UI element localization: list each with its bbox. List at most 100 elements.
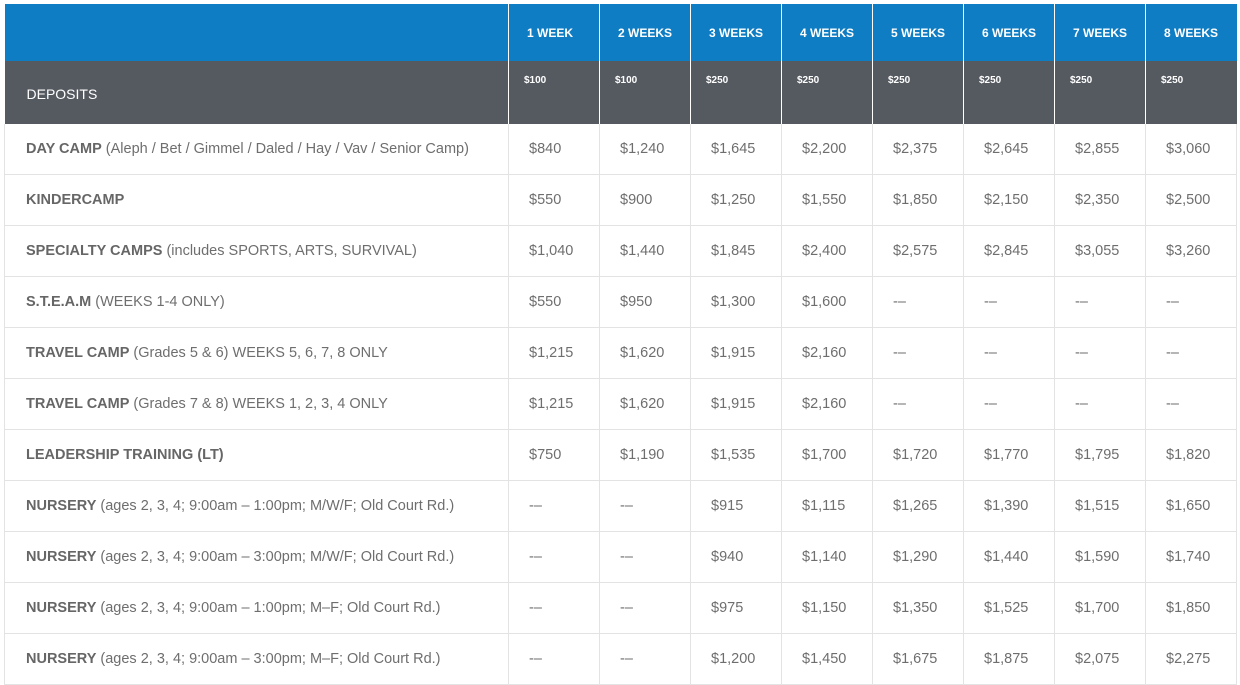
program-cell: NURSERY (ages 2, 3, 4; 9:00am – 1:00pm; … bbox=[4, 582, 509, 634]
header-col-7-weeks: 7 WEEKS bbox=[1054, 4, 1146, 61]
program-description: (includes SPORTS, ARTS, SURVIVAL) bbox=[162, 243, 417, 259]
price-cell: $1,770 bbox=[963, 429, 1055, 481]
price-cell: $1,620 bbox=[599, 327, 691, 379]
price-cell: -– bbox=[872, 276, 964, 328]
price-cell: $2,350 bbox=[1054, 174, 1146, 226]
program-cell: NURSERY (ages 2, 3, 4; 9:00am – 3:00pm; … bbox=[4, 633, 509, 685]
price-cell: $1,700 bbox=[1054, 582, 1146, 634]
program-description: (WEEKS 1-4 ONLY) bbox=[91, 294, 225, 310]
deposit-value: $250 bbox=[872, 61, 964, 124]
price-cell: $1,620 bbox=[599, 378, 691, 430]
price-cell: $1,875 bbox=[963, 633, 1055, 685]
header-col-1-week: 1 WEEK bbox=[508, 4, 600, 61]
program-description: (Grades 7 & 8) WEEKS 1, 2, 3, 4 ONLY bbox=[129, 396, 388, 412]
price-cell: $550 bbox=[508, 174, 600, 226]
price-cell: $900 bbox=[599, 174, 691, 226]
deposit-value: $100 bbox=[508, 61, 600, 124]
program-description: (ages 2, 3, 4; 9:00am – 3:00pm; M–F; Old… bbox=[96, 651, 441, 667]
header-col-2-weeks: 2 WEEKS bbox=[599, 4, 691, 61]
table-row: S.T.E.A.M (WEEKS 1-4 ONLY) $550 $950 $1,300… bbox=[4, 276, 1237, 328]
price-cell: $840 bbox=[508, 124, 600, 175]
deposit-value: $250 bbox=[781, 61, 873, 124]
price-cell: $1,300 bbox=[690, 276, 782, 328]
header-col-8-weeks: 8 WEEKS bbox=[1145, 4, 1237, 61]
price-cell: -– bbox=[1145, 378, 1237, 430]
price-cell: $1,450 bbox=[781, 633, 873, 685]
price-cell: -– bbox=[599, 480, 691, 532]
price-cell: $1,600 bbox=[781, 276, 873, 328]
price-cell: $3,055 bbox=[1054, 225, 1146, 277]
price-cell: $2,160 bbox=[781, 378, 873, 430]
deposit-value: $250 bbox=[690, 61, 782, 124]
header-corner-cell bbox=[4, 4, 509, 61]
price-cell: $2,160 bbox=[781, 327, 873, 379]
table-row: TRAVEL CAMP (Grades 5 & 6) WEEKS 5, 6, 7… bbox=[4, 327, 1237, 379]
price-cell: $1,200 bbox=[690, 633, 782, 685]
program-cell: LEADERSHIP TRAINING (LT) bbox=[4, 429, 509, 481]
price-cell: -– bbox=[872, 378, 964, 430]
price-cell: $1,215 bbox=[508, 327, 600, 379]
price-cell: -– bbox=[963, 327, 1055, 379]
price-cell: $1,700 bbox=[781, 429, 873, 481]
program-name: KINDERCAMP bbox=[26, 192, 125, 208]
program-description: (Grades 5 & 6) WEEKS 5, 6, 7, 8 ONLY bbox=[129, 345, 388, 361]
program-cell: SPECIALTY CAMPS (includes SPORTS, ARTS, … bbox=[4, 225, 509, 277]
deposits-row: DEPOSITS $100 $100 $250 $250 $250 $250 $… bbox=[4, 61, 1237, 124]
price-cell: $1,720 bbox=[872, 429, 964, 481]
program-cell: KINDERCAMP bbox=[4, 174, 509, 226]
program-description: (ages 2, 3, 4; 9:00am – 1:00pm; M–F; Old… bbox=[96, 600, 441, 616]
deposit-value: $250 bbox=[1054, 61, 1146, 124]
program-name: NURSERY bbox=[26, 498, 97, 514]
price-cell: $950 bbox=[599, 276, 691, 328]
price-cell: $1,265 bbox=[872, 480, 964, 532]
price-cell: $2,500 bbox=[1145, 174, 1237, 226]
price-cell: -– bbox=[508, 633, 600, 685]
deposit-value: $250 bbox=[1145, 61, 1237, 124]
program-cell: TRAVEL CAMP (Grades 5 & 6) WEEKS 5, 6, 7… bbox=[4, 327, 509, 379]
price-cell: $1,440 bbox=[963, 531, 1055, 583]
price-cell: $1,845 bbox=[690, 225, 782, 277]
price-cell: $1,390 bbox=[963, 480, 1055, 532]
price-cell: $2,400 bbox=[781, 225, 873, 277]
price-cell: $1,350 bbox=[872, 582, 964, 634]
price-cell: $1,115 bbox=[781, 480, 873, 532]
price-cell: $2,150 bbox=[963, 174, 1055, 226]
price-cell: -– bbox=[599, 633, 691, 685]
price-cell: $975 bbox=[690, 582, 782, 634]
program-cell: DAY CAMP (Aleph / Bet / Gimmel / Daled /… bbox=[4, 124, 509, 175]
price-cell: $1,915 bbox=[690, 327, 782, 379]
program-name: S.T.E.A.M bbox=[26, 294, 92, 310]
program-cell: NURSERY (ages 2, 3, 4; 9:00am – 3:00pm; … bbox=[4, 531, 509, 583]
header-col-6-weeks: 6 WEEKS bbox=[963, 4, 1055, 61]
price-cell: $1,535 bbox=[690, 429, 782, 481]
deposits-label: DEPOSITS bbox=[4, 61, 509, 124]
price-cell: $3,260 bbox=[1145, 225, 1237, 277]
price-cell: $915 bbox=[690, 480, 782, 532]
price-cell: $2,845 bbox=[963, 225, 1055, 277]
program-name: NURSERY bbox=[26, 600, 97, 616]
table-row: DAY CAMP (Aleph / Bet / Gimmel / Daled /… bbox=[4, 124, 1237, 175]
header-col-4-weeks: 4 WEEKS bbox=[781, 4, 873, 61]
price-cell: $940 bbox=[690, 531, 782, 583]
price-cell: -– bbox=[599, 531, 691, 583]
pricing-table: 1 WEEK 2 WEEKS 3 WEEKS 4 WEEKS 5 WEEKS 6… bbox=[4, 4, 1237, 685]
program-name: TRAVEL CAMP bbox=[26, 396, 130, 412]
program-name: SPECIALTY CAMPS bbox=[26, 243, 163, 259]
price-cell: $1,290 bbox=[872, 531, 964, 583]
price-cell: $1,590 bbox=[1054, 531, 1146, 583]
price-cell: -– bbox=[963, 276, 1055, 328]
table-row: SPECIALTY CAMPS (includes SPORTS, ARTS, … bbox=[4, 225, 1237, 277]
table-row: KINDERCAMP $550 $900 $1,250 $1,550 $1,850 $2,1… bbox=[4, 174, 1237, 226]
deposit-value: $100 bbox=[599, 61, 691, 124]
header-row: 1 WEEK 2 WEEKS 3 WEEKS 4 WEEKS 5 WEEKS 6… bbox=[4, 4, 1237, 61]
program-description: (ages 2, 3, 4; 9:00am – 3:00pm; M/W/F; O… bbox=[96, 549, 455, 565]
price-cell: $1,850 bbox=[872, 174, 964, 226]
price-cell: $1,040 bbox=[508, 225, 600, 277]
price-cell: $1,190 bbox=[599, 429, 691, 481]
program-rows: DAY CAMP (Aleph / Bet / Gimmel / Daled /… bbox=[4, 124, 1237, 685]
program-name: DAY CAMP bbox=[26, 141, 102, 157]
price-cell: $550 bbox=[508, 276, 600, 328]
price-cell: -– bbox=[1054, 327, 1146, 379]
price-cell: $2,200 bbox=[781, 124, 873, 175]
price-cell: $1,215 bbox=[508, 378, 600, 430]
